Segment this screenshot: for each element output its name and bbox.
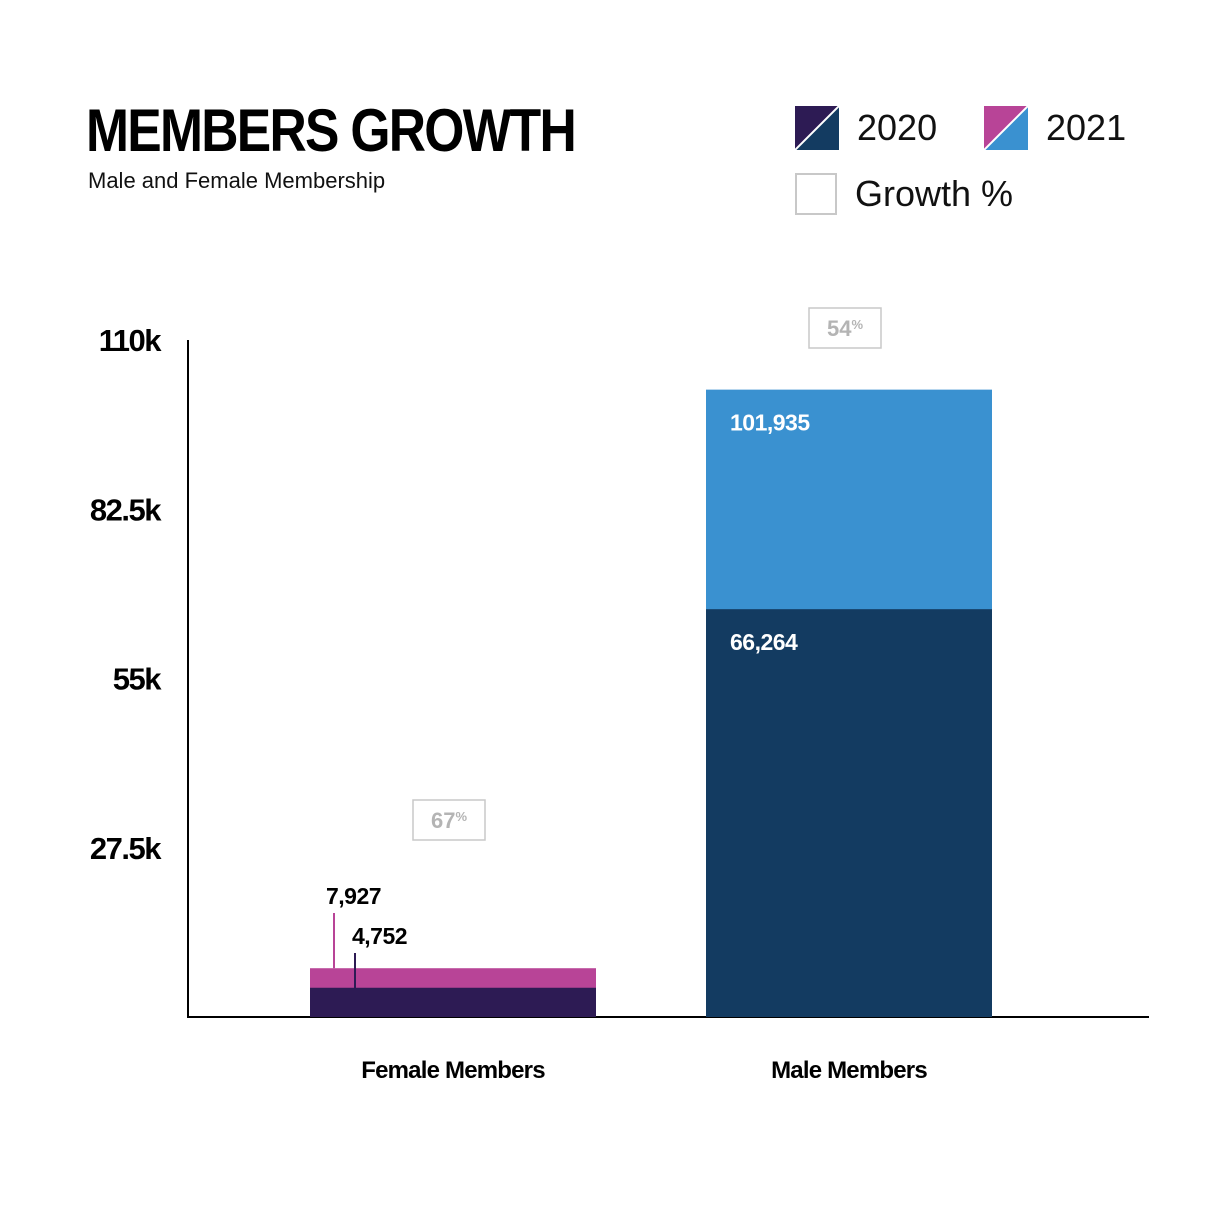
data-label-2021-female: 7,927 — [326, 883, 381, 909]
legend-swatch-2021 — [984, 106, 1028, 150]
legend-label-2021: 2021 — [1046, 107, 1127, 148]
legend-swatch-growth — [795, 173, 837, 215]
growth-label-male: 54% — [827, 316, 863, 341]
data-label-2020-female: 4,752 — [352, 923, 407, 949]
x-category-label: Female Members — [361, 1057, 545, 1084]
legend-label-growth: Growth % — [855, 173, 1014, 214]
y-tick-label: 82.5k — [90, 492, 162, 527]
growth-label-female: 67% — [431, 808, 467, 833]
chart-subtitle: Male and Female Membership — [88, 168, 386, 193]
legend-item-growth: Growth % — [795, 173, 1013, 215]
legend-item-2021: 2021 — [984, 106, 1126, 150]
growth-box-male — [808, 307, 882, 349]
data-label-2020-male: 66,264 — [730, 629, 798, 655]
legend-label-2020: 2020 — [857, 107, 938, 148]
legend-swatch-2020 — [795, 106, 839, 150]
data-label-2021-male: 101,935 — [730, 410, 810, 436]
x-category-label: Male Members — [771, 1057, 927, 1084]
y-tick-label: 110k — [99, 323, 163, 358]
legend-item-2020: 2020 — [795, 106, 937, 150]
y-tick-label: 55k — [113, 662, 162, 697]
chart-title: MEMBERS GROWTH — [86, 97, 577, 164]
growth-box-female — [412, 799, 486, 841]
bar-2020-male — [706, 609, 992, 1017]
y-tick-label: 27.5k — [90, 831, 162, 866]
bar-2020-female — [310, 987, 596, 1017]
